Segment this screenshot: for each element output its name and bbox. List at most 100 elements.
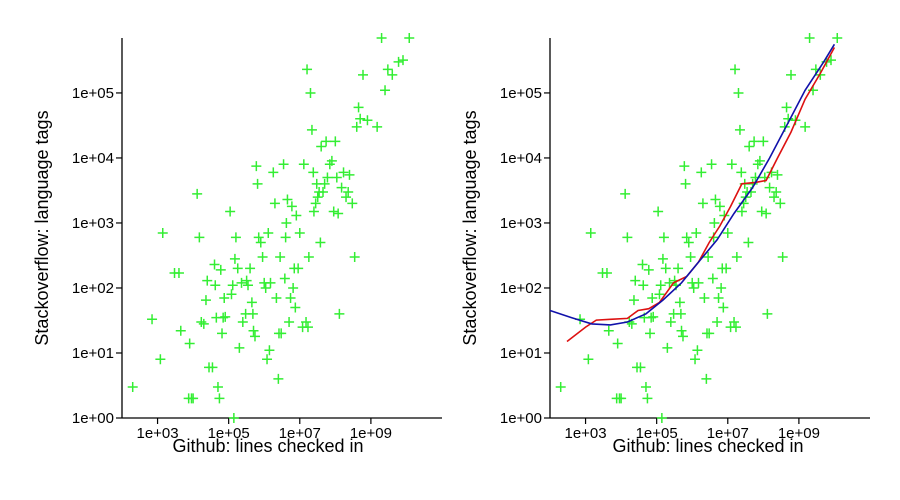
data-point bbox=[730, 322, 741, 333]
data-point bbox=[262, 354, 273, 365]
data-point bbox=[198, 318, 209, 329]
x-tick-label: 1e+03 bbox=[136, 425, 178, 442]
data-point bbox=[709, 217, 720, 228]
data-point bbox=[200, 295, 211, 306]
data-point bbox=[714, 201, 725, 212]
data-point bbox=[653, 206, 664, 217]
data-point bbox=[692, 345, 703, 356]
data-point bbox=[712, 316, 723, 327]
data-point bbox=[643, 264, 654, 275]
data-point bbox=[252, 178, 263, 189]
data-point bbox=[319, 178, 330, 189]
data-point bbox=[701, 373, 712, 384]
data-point bbox=[616, 393, 627, 404]
data-point bbox=[260, 282, 271, 293]
data-point bbox=[675, 308, 686, 319]
points-right bbox=[555, 33, 843, 423]
data-point bbox=[769, 192, 780, 203]
y-tick-label: 1e+03 bbox=[500, 215, 542, 232]
data-point bbox=[194, 232, 205, 243]
points-left bbox=[127, 33, 415, 423]
fit-line-blue bbox=[549, 43, 836, 326]
data-point bbox=[749, 136, 760, 147]
data-point bbox=[676, 325, 687, 336]
data-point bbox=[285, 293, 296, 304]
y-axis-title-right: Stackoverflow: language tags bbox=[460, 110, 480, 345]
data-point bbox=[640, 381, 651, 392]
data-point bbox=[758, 136, 769, 147]
data-point bbox=[301, 316, 312, 327]
data-point bbox=[731, 251, 742, 262]
data-point bbox=[280, 232, 291, 243]
data-point bbox=[334, 308, 345, 319]
y-tick-label: 1e+05 bbox=[72, 85, 114, 102]
data-point bbox=[697, 198, 708, 209]
data-point bbox=[657, 253, 668, 264]
data-point bbox=[662, 342, 673, 353]
data-point bbox=[281, 217, 292, 228]
data-point bbox=[603, 325, 614, 336]
data-point bbox=[273, 373, 284, 384]
data-point bbox=[308, 206, 319, 217]
data-point bbox=[243, 280, 254, 291]
data-point bbox=[355, 113, 366, 124]
data-point bbox=[654, 289, 665, 300]
data-point bbox=[673, 263, 684, 274]
scatter-panel-right: 1e+00 1e+01 1e+02 1e+03 1e+04 1e+05 1e+03 1e+05… bbox=[460, 33, 870, 456]
data-point bbox=[786, 69, 797, 80]
x-axis-title-right: Github: lines checked in bbox=[612, 436, 803, 456]
data-point bbox=[331, 172, 342, 183]
data-point bbox=[706, 159, 717, 170]
data-point bbox=[308, 167, 319, 178]
data-point bbox=[173, 267, 184, 278]
x-tick-label: 1e+07 bbox=[707, 425, 749, 442]
x-tick-label: 1e+07 bbox=[279, 425, 321, 442]
data-point bbox=[665, 316, 676, 327]
data-point bbox=[326, 155, 337, 166]
data-point bbox=[353, 102, 364, 113]
data-point bbox=[271, 293, 282, 304]
data-point bbox=[246, 297, 257, 308]
data-point bbox=[305, 87, 316, 98]
data-point bbox=[710, 194, 721, 205]
y-tick-label: 1e+01 bbox=[72, 345, 114, 362]
data-point bbox=[771, 186, 782, 197]
data-point bbox=[713, 293, 724, 304]
scatter-panel-left: 1e+00 1e+01 1e+02 1e+03 1e+04 1e+05 1e+03 1e+05… bbox=[32, 33, 442, 456]
data-point bbox=[583, 354, 594, 365]
x-tick-label: 1e+05 bbox=[636, 425, 678, 442]
data-point bbox=[638, 280, 649, 291]
data-point bbox=[322, 172, 333, 183]
data-point bbox=[660, 263, 671, 274]
data-point bbox=[704, 328, 715, 339]
data-point bbox=[362, 115, 373, 126]
data-point bbox=[781, 102, 792, 113]
data-point bbox=[263, 228, 274, 239]
data-point bbox=[298, 159, 309, 170]
data-point bbox=[255, 237, 266, 248]
data-point bbox=[288, 282, 299, 293]
data-point bbox=[127, 381, 138, 392]
data-point bbox=[685, 251, 696, 262]
data-point bbox=[214, 393, 225, 404]
data-point bbox=[772, 169, 783, 180]
data-point bbox=[372, 121, 383, 132]
data-point bbox=[284, 316, 295, 327]
data-point bbox=[157, 228, 168, 239]
data-point bbox=[775, 198, 786, 209]
data-point bbox=[279, 273, 290, 284]
data-point bbox=[743, 237, 754, 248]
data-point bbox=[302, 64, 313, 75]
data-point bbox=[696, 167, 707, 178]
data-point bbox=[227, 280, 238, 291]
data-point bbox=[265, 277, 276, 288]
data-point bbox=[620, 188, 631, 199]
data-point bbox=[344, 169, 355, 180]
data-point bbox=[376, 33, 387, 43]
data-point bbox=[764, 182, 775, 193]
data-point bbox=[343, 186, 354, 197]
data-point bbox=[207, 362, 218, 373]
data-point bbox=[229, 253, 240, 264]
data-point bbox=[726, 159, 737, 170]
data-point bbox=[196, 316, 207, 327]
